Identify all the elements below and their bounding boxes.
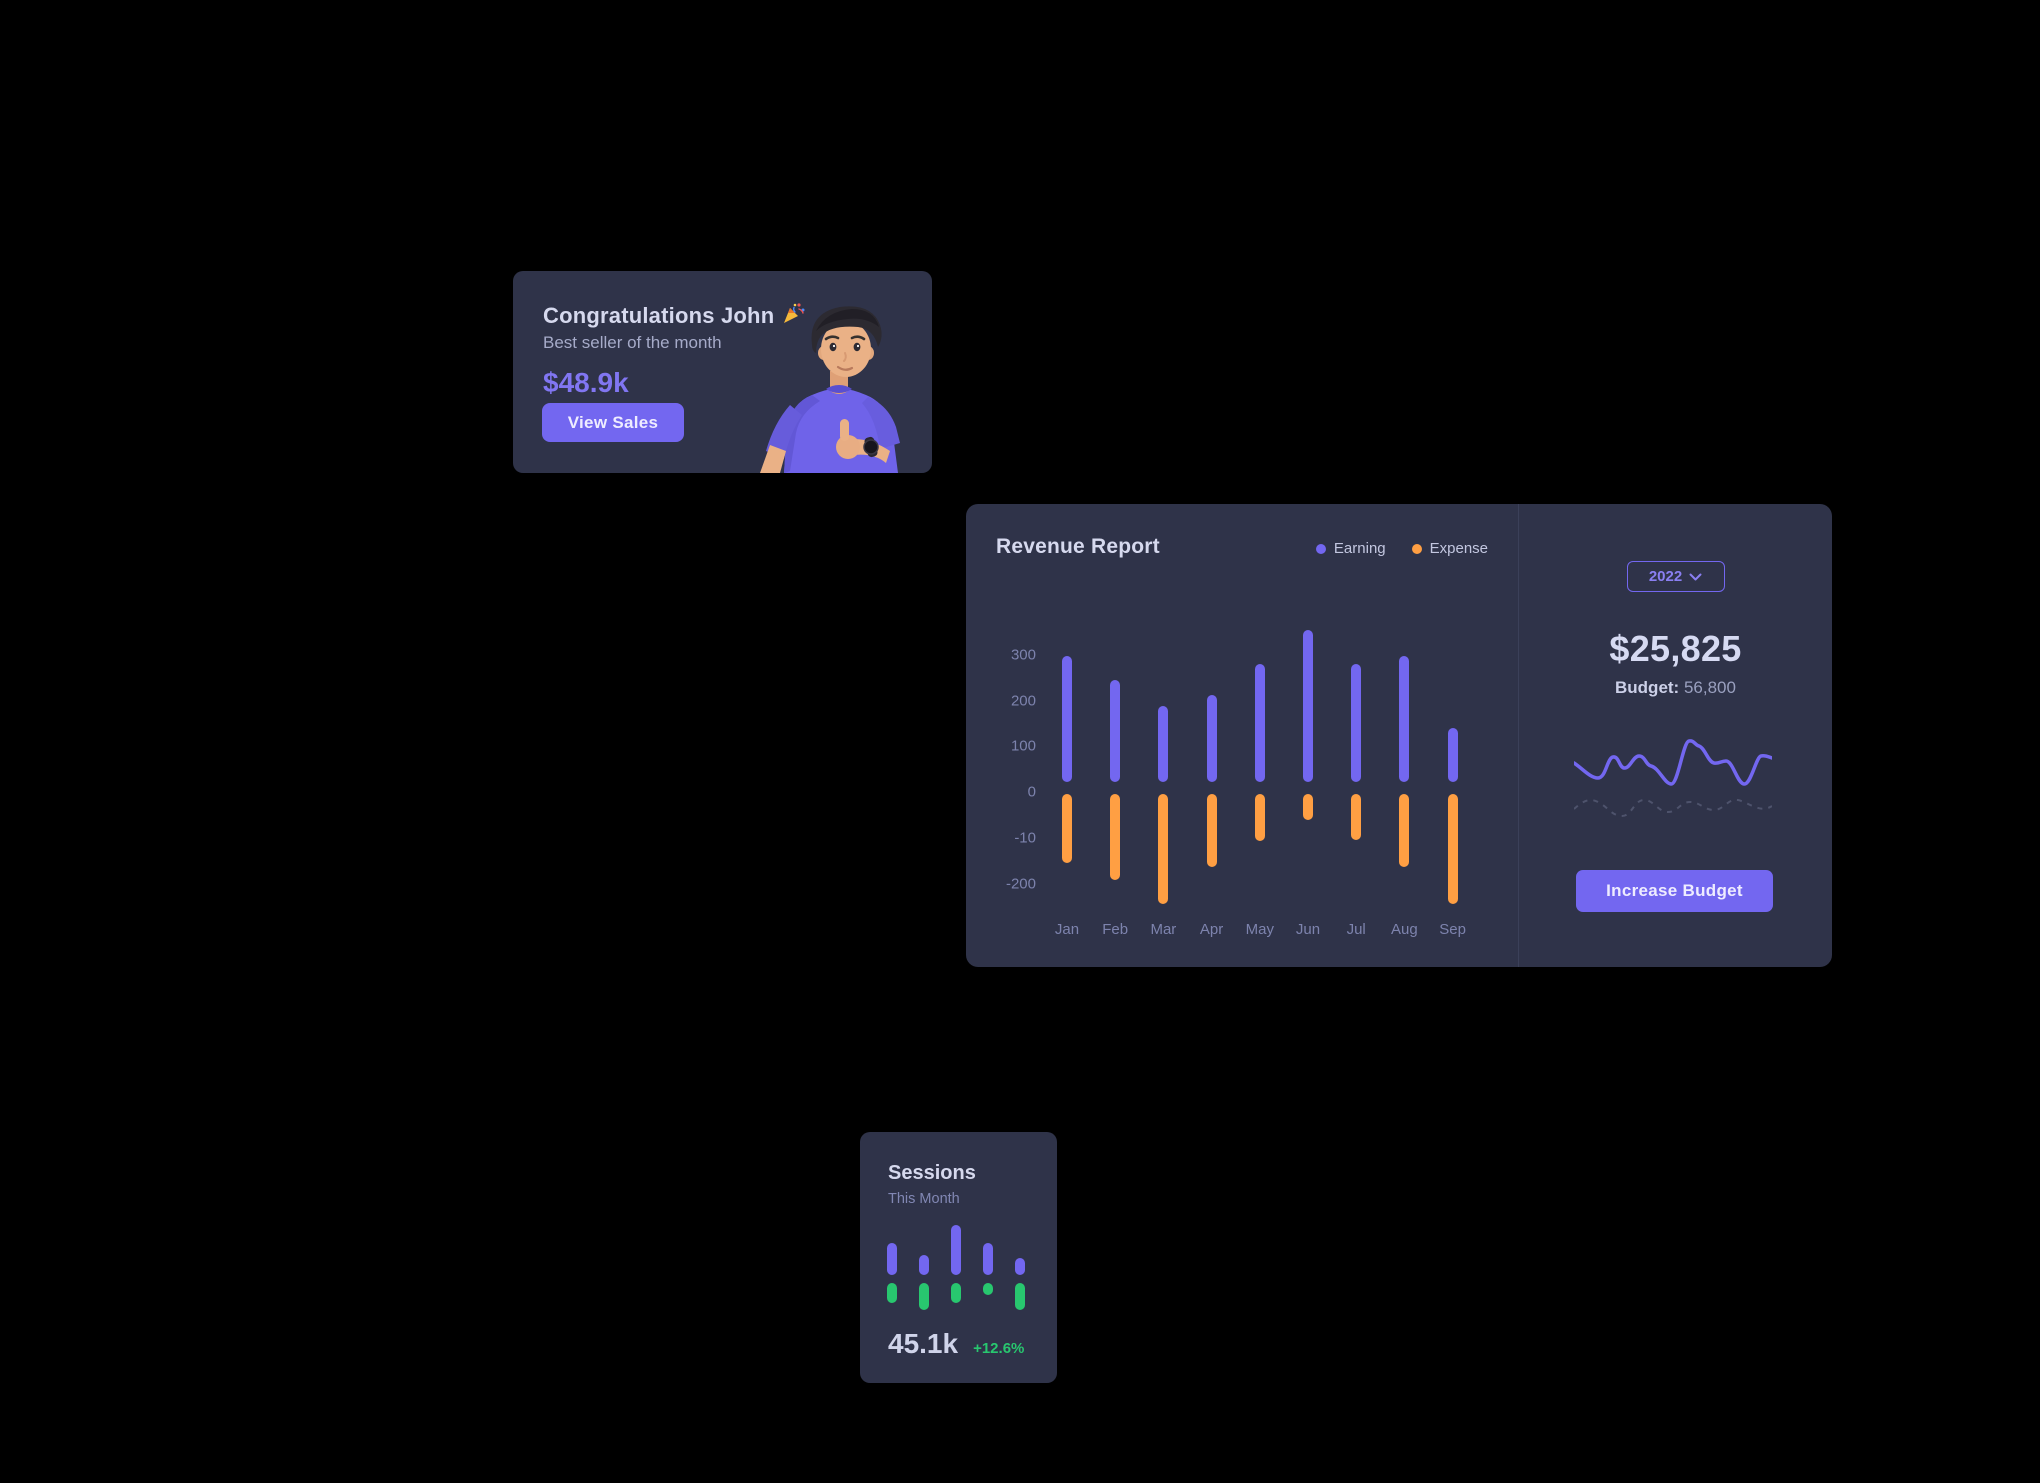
- increase-budget-button[interactable]: Increase Budget: [1576, 870, 1773, 912]
- expense-bar: [1110, 793, 1121, 880]
- revenue-chart-section: Revenue Report Earning Expense 300 200 100 0…: [966, 504, 1518, 967]
- y-tick-label: 200: [1010, 692, 1036, 710]
- congratulations-title: Congratulations John: [543, 301, 806, 331]
- earning-bar: [1158, 706, 1169, 782]
- revenue-report-title: Revenue Report: [996, 535, 1160, 558]
- legend-item-expense[interactable]: Expense: [1411, 540, 1488, 557]
- x-axis-label: May: [1245, 921, 1274, 938]
- party-popper-icon: [782, 301, 806, 331]
- sessions-summary: 45.1k +12.6%: [888, 1328, 1024, 1360]
- x-axis-label: Aug: [1391, 921, 1418, 938]
- sessions-title: Sessions: [888, 1162, 976, 1184]
- session-bar-lower: [887, 1283, 897, 1303]
- sessions-plot: [860, 1132, 1057, 1383]
- budget-trend-sparkline: [1572, 736, 1774, 836]
- x-axis-label: Mar: [1150, 921, 1177, 938]
- y-tick-label: 100: [1010, 737, 1036, 755]
- expense-bar: [1447, 793, 1458, 904]
- legend-label: Earning: [1333, 540, 1386, 557]
- x-axis-label: Feb: [1102, 921, 1129, 938]
- sessions-change-badge: +12.6%: [973, 1340, 1025, 1357]
- legend-dot-earning: [1315, 543, 1326, 554]
- revenue-report-card: Revenue Report Earning Expense 300 200 100 0…: [966, 504, 1832, 967]
- session-bar-upper: [983, 1243, 993, 1275]
- earning-bar: [1110, 680, 1121, 782]
- sessions-subtitle: This Month: [888, 1191, 960, 1207]
- expense-bar: [1062, 793, 1072, 864]
- sparkline-dashed-line: [1573, 798, 1773, 818]
- year-dropdown-value: 2022: [1648, 568, 1683, 585]
- expense-bar: [1303, 793, 1313, 821]
- y-tick-label: 300: [1010, 646, 1036, 664]
- revenue-legend: Earning Expense: [1315, 540, 1488, 557]
- legend-dot-expense: [1411, 543, 1422, 554]
- budget-line: Budget: 56,800: [1519, 678, 1832, 698]
- expense-bar: [1206, 793, 1217, 868]
- expense-bar: [1399, 793, 1410, 868]
- earning-bar: [1447, 728, 1458, 782]
- session-bar-lower: [983, 1283, 993, 1295]
- sparkline-solid-line: [1572, 739, 1774, 786]
- session-bar-upper: [1015, 1258, 1025, 1275]
- earning-bar: [1206, 694, 1217, 782]
- chevron-down-icon: [1689, 568, 1702, 585]
- session-bar-upper: [919, 1255, 929, 1275]
- session-bar-upper: [887, 1243, 897, 1275]
- earning-bar: [1062, 655, 1072, 782]
- revenue-plot: 300 200 100 0 -10 -200 Jan Feb Mar Apr May Jun Jul Au…: [966, 504, 1518, 967]
- year-dropdown[interactable]: 2022: [1626, 561, 1725, 592]
- expense-bar: [1254, 793, 1265, 841]
- budget-label: Budget:: [1615, 678, 1680, 697]
- x-axis-label: Apr: [1199, 921, 1224, 938]
- budget-value: 56,800: [1683, 678, 1736, 697]
- earning-bar: [1399, 655, 1410, 782]
- earning-bar: [1303, 629, 1313, 782]
- view-sales-button[interactable]: View Sales: [542, 403, 684, 442]
- x-axis-label: Jul: [1346, 921, 1366, 938]
- y-tick-label: 0: [1027, 783, 1036, 801]
- x-axis-label: Sep: [1439, 921, 1466, 938]
- sessions-total: 45.1k: [888, 1328, 959, 1359]
- budget-amount: $25,825: [1609, 628, 1742, 669]
- session-bar-lower: [951, 1283, 961, 1303]
- x-axis-label: Jun: [1295, 921, 1321, 938]
- legend-item-earning[interactable]: Earning: [1315, 540, 1386, 557]
- earning-bar: [1254, 663, 1265, 782]
- session-bar-lower: [1015, 1283, 1025, 1310]
- congratulations-title-text: Congratulations John: [543, 303, 775, 328]
- session-bar-lower: [919, 1283, 929, 1310]
- session-bar-upper: [951, 1225, 961, 1275]
- congratulations-card: Congratulations John Best seller of the …: [513, 271, 932, 473]
- y-tick-label: -10: [1014, 829, 1036, 847]
- x-axis-label: Jan: [1054, 921, 1080, 938]
- y-tick-label: -200: [1005, 875, 1036, 892]
- revenue-budget-panel: 2022 $25,825 Budget: 56,800 Increase Bud…: [1518, 504, 1832, 967]
- earning-bar: [1351, 663, 1362, 782]
- congratulations-subtitle: Best seller of the month: [543, 333, 722, 352]
- congratulations-amount: $48.9k: [543, 367, 629, 398]
- sessions-card: Sessions This Month 45.1k +12.6%: [860, 1132, 1057, 1383]
- expense-bar: [1351, 793, 1362, 841]
- legend-label: Expense: [1429, 540, 1488, 557]
- man-thumbs-up-illustration: [760, 301, 930, 473]
- expense-bar: [1158, 793, 1169, 904]
